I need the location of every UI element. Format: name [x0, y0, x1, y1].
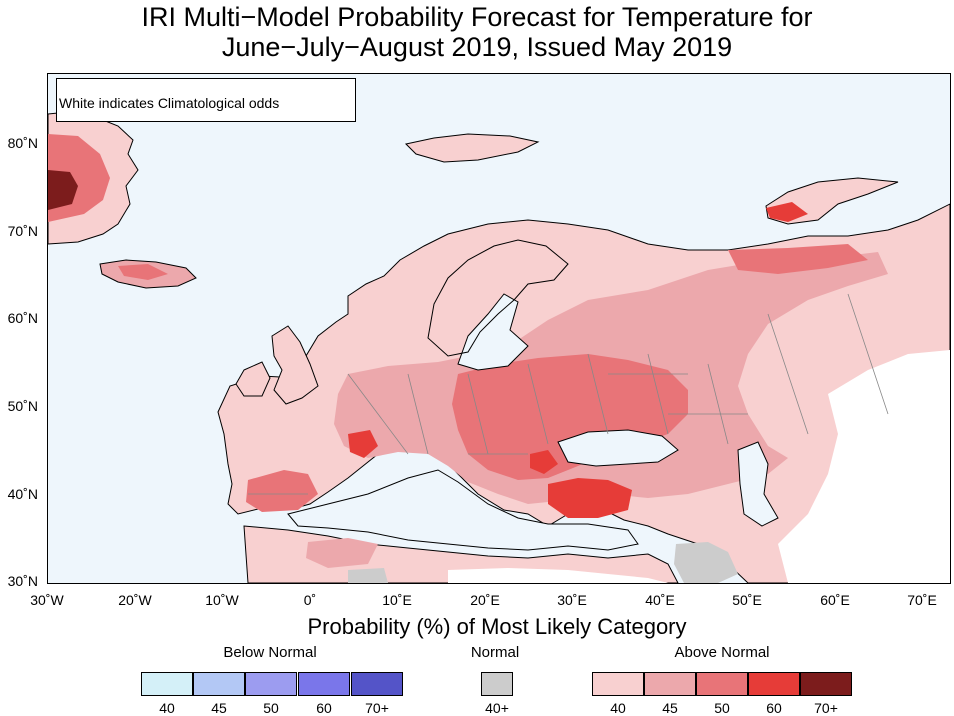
lon-label-30e: 30˚E — [557, 592, 587, 608]
lat-label-40n: 40˚N — [7, 486, 38, 502]
legend-below-swatch-70 — [351, 672, 403, 696]
climatology-region-east — [778, 350, 950, 583]
lon-label-20w: 20˚W — [118, 592, 152, 608]
legend-below-label-40: 40 — [159, 700, 175, 716]
above-60-turkey — [548, 478, 632, 518]
caspian-sea — [737, 441, 779, 527]
legend-below-swatch-50 — [245, 672, 297, 696]
svalbard-land — [404, 133, 540, 163]
africa-normal-1 — [348, 568, 388, 583]
legend-above-swatch-70 — [800, 672, 852, 696]
legend-above-label-70: 70+ — [814, 700, 838, 716]
lon-label-30w: 30˚W — [30, 592, 64, 608]
legend-below-label-60: 60 — [316, 700, 332, 716]
great-britain-land — [271, 325, 319, 405]
map-title-line-2: June−July−August 2019, Issued May 2019 — [221, 32, 733, 62]
novaya-zemlya-core — [766, 202, 808, 222]
lat-label-80n: 80˚N — [7, 135, 38, 151]
ireland-land — [235, 361, 271, 397]
above-50-region — [452, 354, 688, 480]
legend-above-swatch-50 — [696, 672, 748, 696]
legend-below-label-45: 45 — [211, 700, 227, 716]
lon-label-20e: 20˚E — [470, 592, 500, 608]
legend-below-swatch-40 — [141, 672, 193, 696]
forecast-map: White indicates Climatological odds — [47, 73, 951, 584]
legend-above-title: Above Normal — [674, 644, 770, 661]
legend-normal-title: Normal — [470, 644, 520, 661]
lon-label-10w: 10˚W — [205, 592, 239, 608]
normal-middle-east — [674, 542, 738, 583]
climatology-region-africa — [448, 568, 668, 583]
above-60-france — [348, 430, 378, 458]
legend-above-label-50: 50 — [714, 700, 730, 716]
mediterranean-sea — [287, 469, 639, 551]
lon-label-10e: 10˚E — [382, 592, 412, 608]
legend-below-label-50: 50 — [263, 700, 279, 716]
lon-label-60e: 60˚E — [820, 592, 850, 608]
legend-below-swatch-45 — [193, 672, 245, 696]
above-50-north — [728, 244, 868, 274]
legend-above-swatch-60 — [748, 672, 800, 696]
africa-above-45 — [306, 538, 378, 568]
baltic-sea — [457, 293, 529, 371]
scandinavia-outline — [427, 239, 569, 357]
legend-below-swatch-60 — [298, 672, 350, 696]
legend-axis-title: Probability (%) of Most Likely Category — [307, 614, 687, 639]
legend-normal-swatch-40 — [481, 672, 513, 696]
legend-above-swatch-40 — [592, 672, 644, 696]
legend-above-label-40: 40 — [610, 700, 626, 716]
iceland-core — [118, 264, 168, 280]
lon-label-0: 0˚ — [303, 592, 317, 608]
legend-above-swatch-45 — [644, 672, 696, 696]
legend-below-label-70: 70+ — [365, 700, 389, 716]
north-africa-land — [243, 525, 679, 583]
forecast-map-svg — [48, 74, 950, 583]
lon-label-70e: 70˚E — [907, 592, 937, 608]
above-60-romania — [530, 450, 558, 474]
legend-above-label-45: 45 — [662, 700, 678, 716]
lat-label-50n: 50˚N — [7, 398, 38, 414]
lon-label-50e: 50˚E — [732, 592, 762, 608]
country-borders — [248, 293, 889, 495]
lat-label-30n: 30˚N — [7, 573, 38, 589]
lat-label-70n: 70˚N — [7, 223, 38, 239]
legend-normal-label-40: 40+ — [485, 700, 509, 716]
legend-above-label-60: 60 — [766, 700, 782, 716]
lon-label-40e: 40˚E — [645, 592, 675, 608]
greenland-peak — [48, 170, 78, 210]
map-title-line-1: IRI Multi−Model Probability Forecast for… — [141, 2, 813, 32]
legend-below-title: Below Normal — [223, 644, 317, 661]
black-sea — [557, 429, 679, 467]
above-50-spain — [246, 470, 318, 512]
lat-label-60n: 60˚N — [7, 310, 38, 326]
climatology-note: White indicates Climatological odds — [56, 78, 356, 122]
